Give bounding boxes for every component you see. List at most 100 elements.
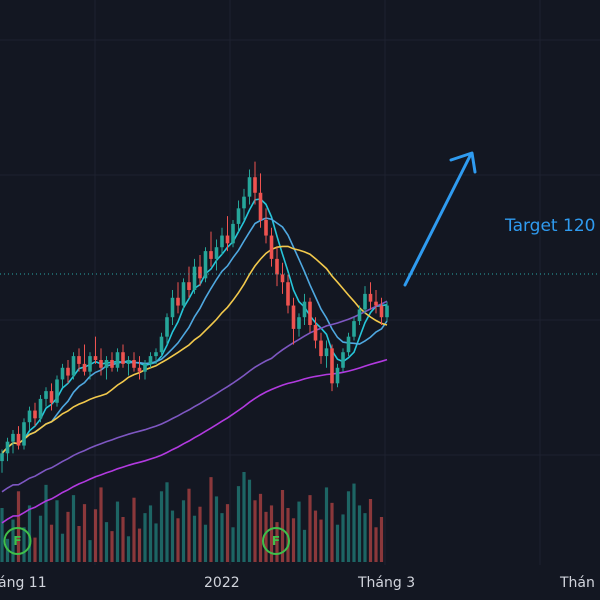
candle	[121, 344, 125, 368]
candle-body	[203, 251, 208, 279]
candle	[319, 332, 323, 364]
volume-bar	[324, 487, 329, 562]
candle	[379, 297, 384, 325]
candle	[269, 227, 274, 267]
candle-body	[187, 282, 191, 290]
candle-body	[154, 352, 158, 357]
candle	[297, 313, 301, 337]
candle	[55, 375, 59, 407]
candle-body	[368, 293, 373, 302]
candle	[330, 344, 334, 392]
volume-bar	[291, 518, 296, 562]
candle	[192, 258, 197, 294]
volume-bar	[236, 486, 241, 562]
candle-body	[220, 235, 224, 248]
candle-body	[242, 196, 246, 209]
candle	[22, 418, 26, 450]
volume-bar	[203, 524, 208, 562]
candle	[203, 247, 208, 283]
candle-body	[357, 309, 362, 322]
candle-body	[236, 208, 241, 224]
candle	[308, 297, 312, 333]
candle-body	[297, 317, 301, 329]
volume-bar	[253, 500, 257, 562]
candle-body	[291, 305, 296, 329]
candle	[247, 169, 252, 205]
candle	[335, 363, 340, 388]
volume-bar	[27, 505, 32, 562]
candle	[220, 227, 224, 255]
candle-body	[165, 317, 169, 337]
volume-bar	[335, 524, 340, 562]
volume-bars	[0, 472, 384, 562]
target-arrow	[403, 151, 477, 287]
volume-bar	[225, 504, 230, 562]
candle	[242, 188, 246, 220]
candle-body	[104, 360, 109, 368]
candle-body	[385, 305, 389, 318]
volume-bar	[99, 487, 103, 562]
volume-bar	[121, 517, 125, 562]
candle-body	[55, 379, 59, 403]
candle-body	[231, 223, 235, 244]
volume-bar	[363, 513, 367, 562]
volume-bar	[242, 472, 246, 562]
ma-line-100	[1, 358, 388, 524]
volume-bar	[269, 505, 274, 562]
candle-body	[159, 336, 164, 353]
volume-bar	[264, 511, 268, 562]
volume-bar	[374, 527, 378, 562]
candle-body	[143, 363, 147, 372]
candle-body	[269, 235, 274, 259]
volume-bar	[368, 499, 373, 562]
arrow-shaft	[403, 154, 472, 287]
candle	[346, 332, 351, 357]
candle-body	[374, 301, 378, 306]
candle	[170, 290, 175, 325]
candle	[93, 336, 98, 364]
volume-bar	[82, 504, 87, 562]
candle-body	[44, 391, 48, 399]
volume-bar	[170, 510, 175, 562]
volume-bar	[247, 479, 252, 562]
candle-body	[5, 441, 10, 454]
volume-bar	[11, 519, 15, 562]
volume-bar	[192, 515, 197, 562]
volume-bar	[302, 529, 307, 562]
candle	[209, 231, 213, 267]
volume-bar	[132, 497, 136, 562]
volume-bar	[308, 495, 312, 562]
candle-body	[341, 352, 345, 368]
volume-bar	[352, 483, 356, 562]
candle	[126, 356, 131, 376]
x-tick: 2022	[204, 575, 240, 591]
candle	[66, 360, 70, 384]
candle	[132, 352, 136, 372]
candle	[275, 247, 279, 287]
volume-bar	[16, 491, 21, 562]
volume-bar	[77, 526, 81, 562]
candle	[198, 255, 202, 287]
candle-body	[209, 251, 213, 259]
x-tick: Tháng 3	[357, 575, 415, 591]
candle-body	[363, 293, 367, 310]
candle-body	[121, 352, 125, 364]
event-marker: F	[3, 527, 32, 555]
candle	[33, 402, 37, 427]
volume-bar	[148, 505, 153, 562]
candle	[286, 274, 290, 314]
candle	[88, 352, 92, 380]
candle-body	[33, 410, 37, 419]
volume-bar	[126, 536, 131, 562]
volume-bar	[159, 491, 164, 562]
candle	[49, 383, 54, 411]
event-marker-label: F	[13, 534, 21, 548]
volume-bar	[55, 500, 59, 562]
candle-body	[77, 356, 81, 364]
x-tick: áng 11	[0, 575, 47, 591]
candle	[363, 286, 367, 314]
candle-body	[286, 282, 290, 306]
target-annotation: Target 120	[504, 216, 595, 236]
candle-body	[330, 348, 334, 384]
volume-bar	[104, 522, 109, 562]
